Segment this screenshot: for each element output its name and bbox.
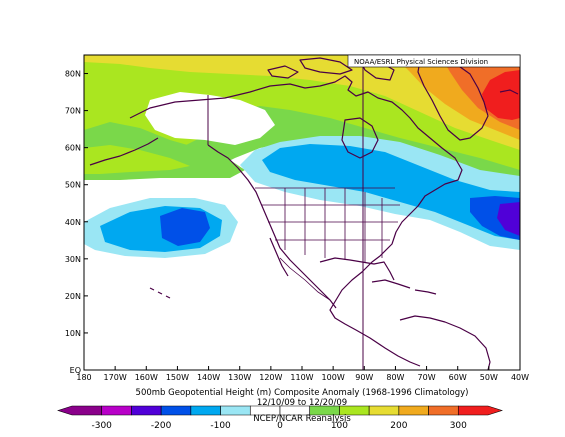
colorbar-labels: -300 -200 -100 0 100 200 300 [91, 421, 467, 431]
anomaly-max-greenland [482, 70, 520, 120]
coast-iceland [499, 89, 519, 95]
colorbar-segment [220, 405, 251, 416]
colorbar-segment [190, 405, 221, 416]
anomaly-neg-atlantic-core [497, 202, 520, 236]
coast-baja [269, 237, 289, 277]
colorbar-segment [131, 405, 162, 416]
lat-label: 50N [65, 181, 81, 190]
coast-hawaii [149, 287, 171, 299]
lon-label: 90W [355, 373, 373, 382]
coast-gulf [319, 257, 395, 281]
lon-label: 40W [511, 373, 529, 382]
colorbar [57, 405, 503, 416]
lat-label: 20N [65, 292, 81, 301]
lon-label: 110W [290, 373, 313, 382]
coast-alaska-canada [129, 75, 463, 367]
longitude-labels: 180 170W 160W 150W 140W 130W 120W 110W 100W 90W 80… [76, 366, 529, 382]
colorbar-label: 100 [331, 421, 348, 431]
lon-label: 50W [480, 373, 498, 382]
credit-box [347, 54, 521, 68]
coastlines [89, 57, 519, 370]
colorbar-segment [428, 405, 459, 416]
lon-label: 80W [386, 373, 404, 382]
coast-aleutians [89, 137, 159, 166]
map-panel [84, 55, 520, 370]
lon-label: 100W [322, 373, 345, 382]
colorbar-segment [457, 405, 503, 416]
colorbar-segment [160, 405, 192, 416]
lon-label: 180 [76, 373, 91, 382]
colorbar-segment [398, 405, 429, 416]
lat-label: 40N [65, 218, 81, 227]
graticule [207, 55, 364, 370]
lat-label: 10N [65, 329, 81, 338]
lon-label: 120W [259, 373, 282, 382]
anomaly-band-north-yellow [84, 55, 520, 150]
coast-west [207, 144, 337, 309]
lon-label: 140W [197, 373, 220, 382]
title-line1: 500mb Geopotential Height (m) Composite … [136, 388, 469, 398]
title-line3: NCEP/NCAR Reanalysis [253, 414, 351, 424]
latitude-labels: EQ 10N 20N 30N 40N 50N 60N 70N 80N [65, 70, 88, 375]
lon-label: 70W [418, 373, 436, 382]
lat-label: 60N [65, 144, 81, 153]
lat-label: 70N [65, 107, 81, 116]
anomaly-neutral-alaska [145, 92, 275, 145]
lat-label: 80N [65, 70, 81, 79]
lon-label: 130W [228, 373, 251, 382]
colorbar-label: 300 [450, 421, 467, 431]
colorbar-label: -100 [210, 421, 231, 431]
colorbar-label: -300 [91, 421, 112, 431]
lon-label: 160W [135, 373, 158, 382]
anomaly-west-lightgreen [84, 145, 190, 174]
coast-south-america [399, 315, 491, 370]
title-line2: 12/10/09 to 12/20/09 [257, 398, 347, 408]
coast-hispaniola [414, 289, 437, 295]
lat-label: 30N [65, 255, 81, 264]
coast-cuba [371, 279, 411, 289]
colorbar-segment [101, 405, 132, 416]
credit-text: NOAA/ESRL Physical Sciences Division [354, 58, 488, 66]
anomaly-neg-canada [262, 144, 520, 240]
colorbar-label: 200 [390, 421, 407, 431]
lon-label: 60W [449, 373, 467, 382]
lon-label: 170W [104, 373, 127, 382]
anomaly-neg-pacific-core [160, 208, 210, 246]
colorbar-segment [368, 405, 400, 416]
colorbar-label: -200 [151, 421, 172, 431]
coast-greenland [417, 57, 489, 141]
lon-label: 150W [166, 373, 189, 382]
colorbar-segment [57, 405, 103, 416]
colorbar-label: 0 [277, 421, 283, 431]
state-borders [255, 187, 400, 301]
coast-hudson-bay [341, 117, 379, 159]
lat-label: EQ [70, 366, 81, 375]
